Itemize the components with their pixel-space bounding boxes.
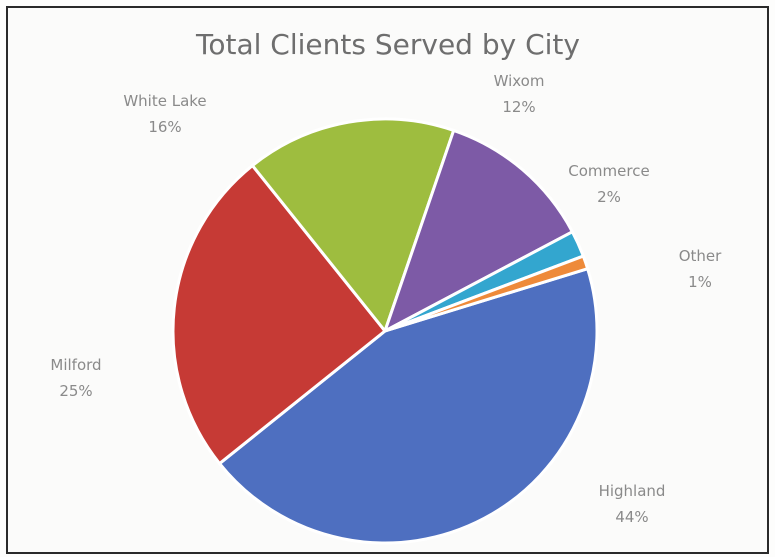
slice-percent: 25% [59,382,92,400]
slice-label-white-lake: White Lake 16% [123,92,206,136]
slice-name: Milford [50,356,101,374]
slice-label-highland: Highland 44% [599,482,666,526]
pie-slice-wixom [383,128,574,333]
slice-name: Highland [599,482,666,500]
slice-name: White Lake [123,92,206,110]
slice-percent: 16% [148,118,181,136]
slice-labels: Highland 44% Milford 25% White Lake 16% Wixom 1… [50,72,722,526]
slice-name: Wixom [494,72,545,90]
slice-percent: 2% [597,188,621,206]
pie-slice-other [383,254,590,333]
slice-label-commerce: Commerce 2% [568,162,649,206]
slice-name: Commerce [568,162,649,180]
slice-percent: 1% [688,273,712,291]
chart-title: Total Clients Served by City [195,28,580,61]
chart-frame: Total Clients Served by City Highland 44%… [6,6,769,554]
pie-slice-highland [218,267,599,545]
slice-label-wixom: Wixom 12% [494,72,545,116]
pie-chart: Total Clients Served by City Highland 44%… [50,28,722,545]
slice-label-milford: Milford 25% [50,356,101,400]
pie-slices [171,117,599,545]
slice-percent: 44% [615,508,648,526]
slice-percent: 12% [502,98,535,116]
slice-name: Other [679,247,722,265]
pie-slice-white-lake [250,117,456,333]
slice-label-other: Other 1% [679,247,722,291]
pie-slice-milford [171,164,387,466]
